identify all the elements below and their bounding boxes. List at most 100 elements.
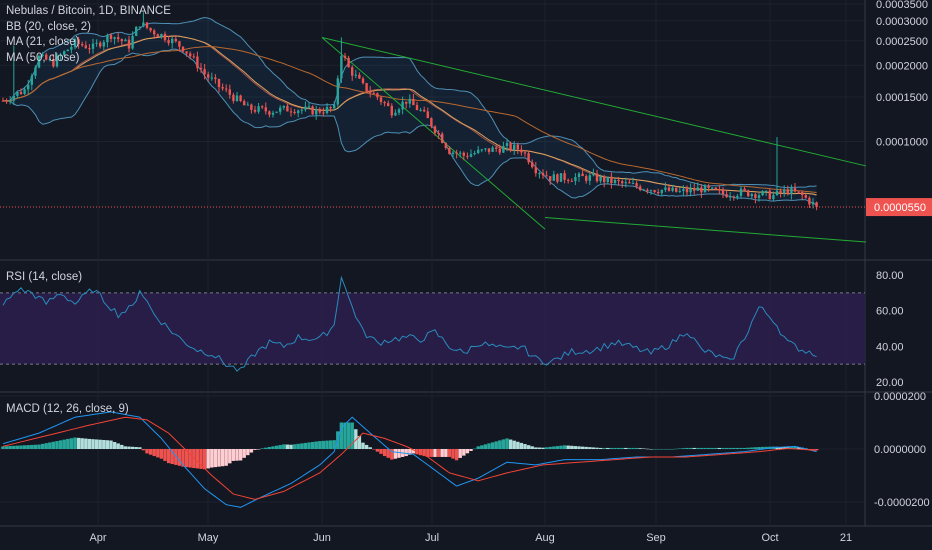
- candle-body: [541, 173, 545, 176]
- macd-histogram-bar: [451, 449, 455, 459]
- candle-body: [707, 185, 710, 188]
- macd-histogram-bar: [422, 449, 426, 457]
- candle-body: [246, 104, 249, 106]
- rsi-legend: RSI (14, close): [6, 270, 82, 286]
- macd-histogram-bar: [228, 449, 232, 464]
- macd-histogram-bar: [260, 448, 264, 449]
- candle-body: [304, 106, 307, 110]
- candle-body: [322, 112, 325, 114]
- macd-histogram: [1, 422, 819, 470]
- candle-body: [156, 34, 159, 37]
- candle-body: [325, 106, 329, 114]
- macd-histogram-bar: [656, 449, 660, 450]
- macd-histogram-bar: [368, 447, 372, 449]
- candle-body: [59, 54, 62, 56]
- candle-body: [534, 167, 537, 174]
- macd-histogram-bar: [516, 441, 520, 449]
- candle-body: [171, 38, 174, 44]
- macd-histogram-bar: [346, 422, 351, 449]
- candle-body: [81, 44, 84, 46]
- candle-body: [441, 133, 444, 143]
- rsi-indicator-label[interactable]: RSI (14, close): [6, 271, 83, 283]
- macd-histogram-bar: [807, 449, 812, 450]
- candle-body: [811, 202, 815, 205]
- macd-histogram-bar: [328, 440, 333, 449]
- macd-histogram-bar: [282, 444, 286, 449]
- macd-histogram-bar: [616, 447, 621, 449]
- macd-histogram-bar: [526, 445, 531, 449]
- macd-histogram-bar: [141, 449, 146, 451]
- candle-body: [451, 152, 455, 155]
- price-axis-label: 0.0003000: [876, 16, 928, 28]
- macd-histogram-bar: [253, 449, 257, 450]
- candle-body: [484, 148, 487, 150]
- macd-histogram-bar: [123, 446, 128, 449]
- macd-histogram-bar: [732, 447, 736, 449]
- candle-body: [66, 49, 69, 52]
- macd-histogram-bar: [663, 449, 668, 450]
- macd-histogram-bar: [685, 447, 689, 449]
- macd-histogram-bar: [372, 449, 376, 450]
- candle-body: [84, 45, 87, 49]
- price-legend: Nebulas / Bitcoin, 1D, BINANCE BB (20, c…: [6, 4, 171, 66]
- macd-histogram-bar: [735, 447, 740, 449]
- macd-histogram-bar: [357, 435, 362, 449]
- candle-body: [95, 42, 98, 44]
- bb-indicator-label[interactable]: BB (20, close, 2): [6, 20, 92, 33]
- time-axis-label: Jun: [313, 532, 331, 544]
- macd-histogram-bar: [181, 449, 185, 467]
- candle-body: [70, 46, 73, 50]
- macd-histogram-bar: [739, 447, 743, 449]
- candle-body: [502, 145, 505, 153]
- ma50-indicator-label[interactable]: MA (50, close): [6, 51, 80, 64]
- candle-body: [351, 67, 354, 76]
- macd-histogram-bar: [163, 449, 167, 461]
- candle-body: [678, 190, 681, 192]
- candle-body: [329, 106, 332, 109]
- symbol-title[interactable]: Nebulas / Bitcoin, 1D, BINANCE: [6, 5, 171, 17]
- macd-line: [2, 411, 817, 508]
- candle-body: [430, 118, 433, 127]
- candle-body: [408, 98, 411, 104]
- candle-body: [793, 188, 797, 192]
- candle-body: [264, 107, 267, 112]
- macd-histogram-bar: [231, 449, 236, 461]
- candle-body: [1, 100, 5, 102]
- macd-histogram-bar: [145, 449, 149, 454]
- macd-histogram-bar: [652, 449, 657, 450]
- macd-histogram-bar: [753, 447, 758, 449]
- candle-body: [646, 189, 649, 192]
- candle-body: [538, 173, 541, 175]
- macd-histogram-bar: [109, 440, 113, 449]
- candle-body: [621, 181, 624, 184]
- ma21-indicator-label[interactable]: MA (21, close): [6, 36, 80, 49]
- macd-histogram-bar: [87, 438, 92, 449]
- macd-histogram-bar: [750, 447, 754, 449]
- candle-body: [797, 191, 800, 193]
- candle-body: [448, 147, 451, 155]
- macd-histogram-bar: [555, 446, 560, 449]
- macd-histogram-bar: [332, 440, 336, 449]
- candle-body: [581, 173, 584, 177]
- macd-histogram-bar: [595, 447, 599, 449]
- candle-body: [613, 179, 617, 184]
- candle-body: [779, 190, 782, 193]
- candle-body: [739, 188, 743, 196]
- macd-histogram-bar: [573, 446, 578, 449]
- candle-body: [145, 22, 149, 28]
- macd-histogram-bar: [55, 441, 59, 449]
- macd-histogram-bar: [102, 439, 106, 449]
- candle-body: [437, 132, 440, 134]
- candle-body: [286, 105, 289, 112]
- candle-body: [635, 183, 638, 187]
- candle-body: [513, 144, 516, 151]
- candle-body: [653, 190, 656, 193]
- macd-indicator-label[interactable]: MACD (12, 26, close, 9): [6, 403, 129, 415]
- candle-body: [606, 176, 609, 183]
- candle-body: [801, 192, 804, 195]
- macd-histogram-bar: [433, 449, 437, 457]
- macd-histogram-bar: [37, 444, 41, 449]
- candle-body: [221, 87, 224, 89]
- rsi-axis-label: 60.00: [876, 306, 904, 318]
